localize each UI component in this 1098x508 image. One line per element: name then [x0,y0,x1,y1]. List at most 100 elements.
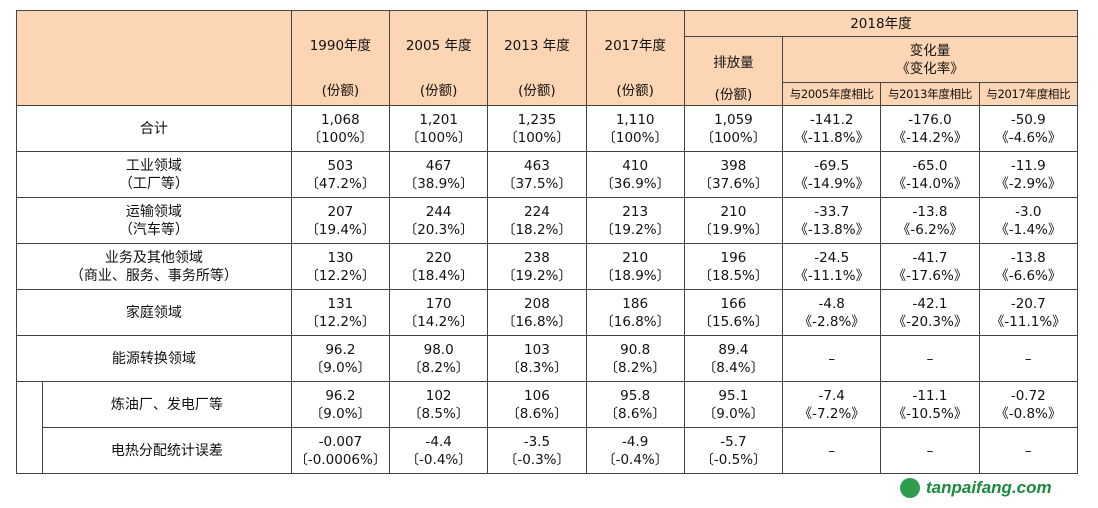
value: 224 [524,203,550,220]
change-rate: 《-0.8%》 [995,405,1062,422]
watermark: tanpaifang.com [900,478,1080,500]
table-row-stat-error: 电热分配统计误差 -0.007 〔-0.0006%〕 -4.4 〔-0.4%〕 -3… [15,427,1079,474]
share: 〔-0.3%〕 [503,451,570,468]
value: 106 [524,387,550,404]
share: 〔18.5%〕 [698,267,769,284]
change: -24.5 [814,249,850,266]
cell-change-2017: – [978,335,1079,382]
value: 410 [622,157,649,174]
share: 〔-0.4%〕 [405,451,472,468]
change-rate: 《-20.3%》 [892,313,968,330]
cell-2005: 244 〔20.3%〕 [389,197,489,244]
change-rate: 《-14.9%》 [794,175,870,192]
value: -4.9 [622,433,649,450]
year-label: 2005 年度 [405,38,472,54]
share: 〔100%〕 [405,129,472,146]
row-label-main: 运输领域 [125,203,182,220]
cell-2005: 1,201 〔100%〕 [389,105,489,152]
share: 〔8.6%〕 [604,405,666,422]
change: -11.1 [912,387,948,404]
value: 96.2 [325,387,356,404]
share: 〔-0.0006%〕 [294,451,387,468]
share: 〔36.9%〕 [600,175,671,192]
share: 〔19.9%〕 [698,221,769,238]
share: 〔-0.4%〕 [602,451,669,468]
emissions-table: 1990年度 (份额) 2005 年度 (份额) 2013 年度 (份额) 20… [15,10,1079,474]
share: 〔38.9%〕 [403,175,474,192]
table-row-industry: 工业领域 （工厂等） 503 〔47.2%〕 467 〔38.9%〕 463 〔37.… [16,151,1079,198]
cell-2013: 224 〔18.2%〕 [487,197,587,244]
value: 103 [524,341,550,358]
change-rate: 《-6.2%》 [896,221,964,238]
cell-2018: 210 〔19.9%〕 [683,197,784,244]
row-label-main: 家庭领域 [125,304,182,321]
change: -41.7 [912,249,948,266]
value: 89.4 [718,341,749,358]
cell-2018: 166 〔15.6%〕 [683,289,784,336]
cell-change-2017: -13.8 《-6.6%》 [978,243,1079,290]
col-header-2017: 2017年度 (份额) [585,10,685,106]
change: – [1024,350,1032,367]
change: -4.8 [818,295,845,312]
cell-1990: 131 〔12.2%〕 [290,289,391,336]
year-label: 1990年度 [309,38,372,54]
cell-2013: 238 〔19.2%〕 [487,243,587,290]
share: 〔18.2%〕 [501,221,572,238]
change-rate: 《-2.9%》 [995,175,1062,192]
row-label: 合计 [16,105,292,152]
indent-spacer [15,381,44,428]
value: 102 [425,387,452,404]
table-row-energy-conversion: 能源转换领域 96.2 〔9.0%〕 98.0 〔8.2%〕 103 〔8.3%〕 9… [16,335,1079,382]
value: 1,068 [321,111,360,128]
watermark-text: tanpaifang.com [926,478,1052,497]
cell-change-2013: -42.1 《-20.3%》 [880,289,980,336]
value: 1,110 [615,111,655,128]
value: 503 [327,157,354,174]
row-label: 电热分配统计误差 [42,427,292,474]
change: -69.5 [814,157,850,174]
cell-2018: 89.4 〔8.4%〕 [683,335,784,382]
value: 210 [622,249,649,266]
table-row-business: 业务及其他领域 （商业、服务、事务所等） 130 〔12.2%〕 220 〔18.4… [16,243,1079,290]
cell-change-2005: -33.7 《-13.8%》 [782,197,882,244]
table-row-transport: 运输领域 （汽车等） 207 〔19.4%〕 244 〔20.3%〕 224 〔18.… [16,197,1079,244]
cell-2013: -3.5 〔-0.3%〕 [487,427,587,474]
cell-2005: 102 〔8.5%〕 [389,381,489,428]
cell-change-2005: -4.8 《-2.8%》 [782,289,882,336]
row-label-main: 电热分配统计误差 [110,442,223,459]
col-header-vs-2005: 与2005年度相比 [782,82,882,106]
cell-2005: 220 〔18.4%〕 [389,243,489,290]
cell-2005: 98.0 〔8.2%〕 [389,335,489,382]
unit-label: (份额) [518,83,556,99]
cell-change-2013: – [880,335,980,382]
change-rate: 《-11.1%》 [990,313,1066,330]
value: 95.8 [620,387,651,404]
row-label-main: 工业领域 [125,157,182,174]
col-header-emissions: 排放量 (份额) [683,36,784,106]
change: -141.2 [809,111,854,128]
cell-change-2013: -65.0 《-14.0%》 [880,151,980,198]
cell-change-2017: -0.72 《-0.8%》 [978,381,1079,428]
change: -13.8 [912,203,948,220]
col-header-2018: 2018年度 [683,10,1079,37]
change-label: 变化量 [909,42,951,59]
cell-change-2017: -3.0 《-1.4%》 [978,197,1079,244]
cell-1990: 96.2 〔9.0%〕 [290,335,391,382]
table-row-household: 家庭领域 131 〔12.2%〕 170 〔14.2%〕 208 〔16.8%〕 18… [16,289,1079,336]
value: 210 [720,203,747,220]
cell-1990: 1,068 〔100%〕 [290,105,391,152]
cell-2013: 463 〔37.5%〕 [487,151,587,198]
share: 〔14.2%〕 [403,313,474,330]
share: 〔12.2%〕 [305,313,376,330]
change-rate: 《-7.2%》 [798,405,865,422]
value: 166 [720,295,747,312]
table-row-total: 合计 1,068 〔100%〕 1,201 〔100%〕 1,235 〔100%〕 1… [16,105,1079,152]
cell-2017: -4.9 〔-0.4%〕 [585,427,685,474]
row-label-main: 炼油厂、发电厂等 [110,396,223,413]
cell-2017: 213 〔19.2%〕 [585,197,685,244]
change: – [1024,442,1032,459]
row-label: 运输领域 （汽车等） [16,197,292,244]
value: 95.1 [718,387,749,404]
col-header-1990: 1990年度 (份额) [290,10,391,106]
change: -7.4 [818,387,845,404]
